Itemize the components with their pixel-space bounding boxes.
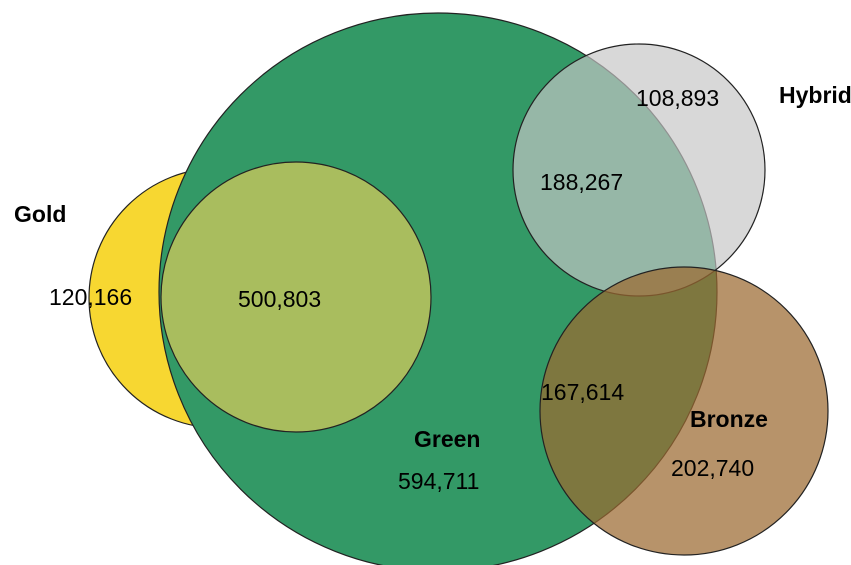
green-hybrid-count: 188,267 xyxy=(540,169,623,195)
green-only-count: 594,711 xyxy=(398,468,479,494)
gold-green-overlap xyxy=(160,161,432,433)
green-label: Green xyxy=(414,426,480,452)
hybrid-only-count: 108,893 xyxy=(636,85,719,111)
gold-label: Gold xyxy=(14,201,66,227)
green-bronze-count: 167,614 xyxy=(541,379,624,405)
bronze-only-count: 202,740 xyxy=(671,455,754,481)
bronze-label: Bronze xyxy=(690,406,768,432)
bronze-circle xyxy=(539,266,829,556)
hybrid-label: Hybrid xyxy=(779,82,851,108)
gold-green-count: 500,803 xyxy=(238,286,321,312)
gold-only-count: 120,166 xyxy=(49,284,132,310)
